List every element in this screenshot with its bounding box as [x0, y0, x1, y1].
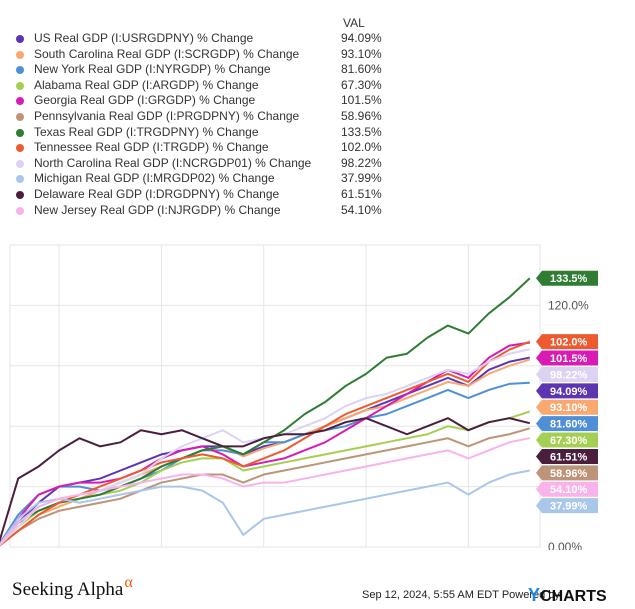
value-badge [536, 366, 598, 382]
series-line [0, 469, 530, 546]
value-badge [536, 383, 598, 399]
legend-item-name: Georgia Real GDP (I:GRGDP) % Change [34, 93, 256, 108]
legend-item[interactable]: US Real GDP (I:USRGDPNY) % Change 94.09% [16, 31, 382, 46]
series-line [0, 277, 531, 546]
legend-value-header: VAL [343, 16, 365, 30]
value-badge [536, 416, 598, 432]
legend-item[interactable]: Michigan Real GDP (I:MRGDP02) % Change 37… [16, 171, 382, 186]
legend-item[interactable]: New York Real GDP (I:NYRGDP) % Change 81.… [16, 62, 382, 77]
value-badge-label: 94.09% [550, 386, 588, 398]
legend-dot-icon [16, 206, 24, 215]
value-badge-label: 54.10% [550, 484, 588, 496]
legend-item-value: 67.30% [341, 77, 382, 92]
legend: VAL US Real GDP (I:USRGDPNY) % Change 94.… [0, 0, 635, 230]
axes: 200020052010201520200.00%120.0% [548, 298, 589, 550]
legend-item-value: 94.09% [341, 31, 382, 45]
value-badge [536, 350, 598, 366]
legend-item[interactable]: Georgia Real GDP (I:GRGDP) % Change 101.5… [16, 93, 382, 108]
plot-frame [9, 244, 541, 548]
value-badge-label: 98.22% [550, 369, 588, 381]
y-tick-label: 120.0% [548, 298, 589, 312]
value-badge-label: 102.0% [550, 337, 588, 349]
legend-item-value: 81.60% [341, 62, 382, 77]
series-lines [0, 277, 531, 547]
legend-item-value: 93.10% [341, 46, 382, 61]
series-line [0, 437, 530, 546]
legend-item-value: 61.51% [341, 187, 382, 201]
series-line [0, 410, 531, 547]
legend-item-name: Alabama Real GDP (I:ARGDP) % Change [34, 77, 259, 92]
legend-dot-icon [16, 81, 24, 90]
ycharts-logo: YCHARTS [528, 585, 607, 605]
value-badge-label: 81.60% [550, 419, 588, 431]
value-badge-label: 67.30% [550, 435, 588, 447]
series-line [0, 427, 531, 547]
legend-dot-icon [16, 175, 24, 184]
seeking-alpha-logo: Seeking Alphaα [12, 574, 133, 600]
value-badge-label: 61.51% [550, 451, 588, 463]
legend-item[interactable]: Texas Real GDP (I:TRGDPNY) % Change 133.5… [16, 124, 382, 140]
legend-item[interactable]: Pennsylvania Real GDP (I:PRGDPNY) % Chan… [16, 109, 382, 124]
value-badge [536, 334, 598, 350]
series-line [0, 341, 530, 546]
value-badge [536, 498, 598, 514]
legend-dot-icon [16, 66, 24, 75]
grid [9, 244, 541, 548]
legend-item-value: 101.5% [341, 93, 382, 108]
value-badge [536, 481, 598, 497]
legend-item-value: 102.0% [341, 140, 382, 155]
legend-dot-icon [16, 128, 24, 137]
legend-item[interactable]: Tennessee Real GDP (I:TRGDP) % Change 102… [16, 140, 382, 155]
legend-item-name: Texas Real GDP (I:TRGDPNY) % Change [34, 124, 259, 139]
value-badge-label: 37.99% [550, 501, 588, 513]
legend-item-value: 58.96% [341, 109, 382, 123]
legend-item[interactable]: Delaware Real GDP (I:DRGDPNY) % Change 61… [16, 187, 382, 202]
legend-dot-icon [16, 50, 24, 59]
legend-item-name: Tennessee Real GDP (I:TRGDP) % Change [34, 140, 269, 155]
value-badge-label: 133.5% [550, 273, 588, 285]
series-line [0, 340, 531, 547]
legend-dot-icon [16, 191, 24, 199]
value-badge-label: 101.5% [550, 353, 588, 365]
legend-item[interactable]: Alabama Real GDP (I:ARGDP) % Change 67.30… [16, 77, 382, 93]
legend-item-name: Pennsylvania Real GDP (I:PRGDPNY) % Chan… [34, 109, 300, 123]
legend-item-name: North Carolina Real GDP (I:NCRGDP01) % C… [34, 155, 312, 170]
legend-item-value: 37.99% [341, 171, 382, 186]
legend-dot-icon [16, 35, 24, 43]
footer-timestamp: Sep 12, 2024, 5:55 AM EDT Powered by [362, 589, 560, 601]
legend-item-value: 54.10% [341, 202, 382, 217]
legend-item-value: 133.5% [341, 124, 382, 139]
value-badge [536, 448, 598, 464]
value-badge-label: 93.10% [550, 402, 588, 414]
legend-item[interactable]: New Jersey Real GDP (I:NJRGDP) % Change 5… [16, 202, 382, 218]
legend-item[interactable]: North Carolina Real GDP (I:NCRGDP01) % C… [16, 155, 382, 171]
legend-item-name: Michigan Real GDP (I:MRGDP02) % Change [34, 171, 275, 186]
legend-item-value: 98.22% [341, 155, 382, 170]
value-badge [536, 270, 598, 286]
value-badge-label: 58.96% [550, 468, 588, 480]
chart: 200020052010201520200.00%120.0% 133.5%10… [0, 244, 598, 550]
value-badge [536, 399, 598, 415]
legend-item-name: New York Real GDP (I:NYRGDP) % Change [34, 62, 271, 77]
legend-item-name: US Real GDP (I:USRGDPNY) % Change [34, 31, 254, 45]
legend-item-name: New Jersey Real GDP (I:NJRGDP) % Change [34, 202, 281, 217]
legend-dot-icon [16, 144, 24, 153]
value-badge [536, 465, 598, 481]
legend-item-name: Delaware Real GDP (I:DRGDPNY) % Change [34, 187, 280, 201]
series-line [0, 356, 530, 546]
end-value-badges: 133.5% 102.0% 101.5% 98.22% 94.09% 93.10% 81.6… [536, 270, 598, 514]
legend-item[interactable]: South Carolina Real GDP (I:SCRGDP) % Cha… [16, 46, 382, 62]
legend-item-name: South Carolina Real GDP (I:SCRGDP) % Cha… [34, 46, 300, 61]
series-line [0, 381, 530, 546]
value-badge [536, 432, 598, 448]
legend-dot-icon [16, 113, 24, 121]
series-line [0, 417, 531, 543]
y-tick-label: 0.00% [548, 540, 582, 550]
legend-dot-icon [16, 159, 24, 168]
legend-dot-icon [16, 97, 24, 106]
series-line [0, 358, 531, 547]
